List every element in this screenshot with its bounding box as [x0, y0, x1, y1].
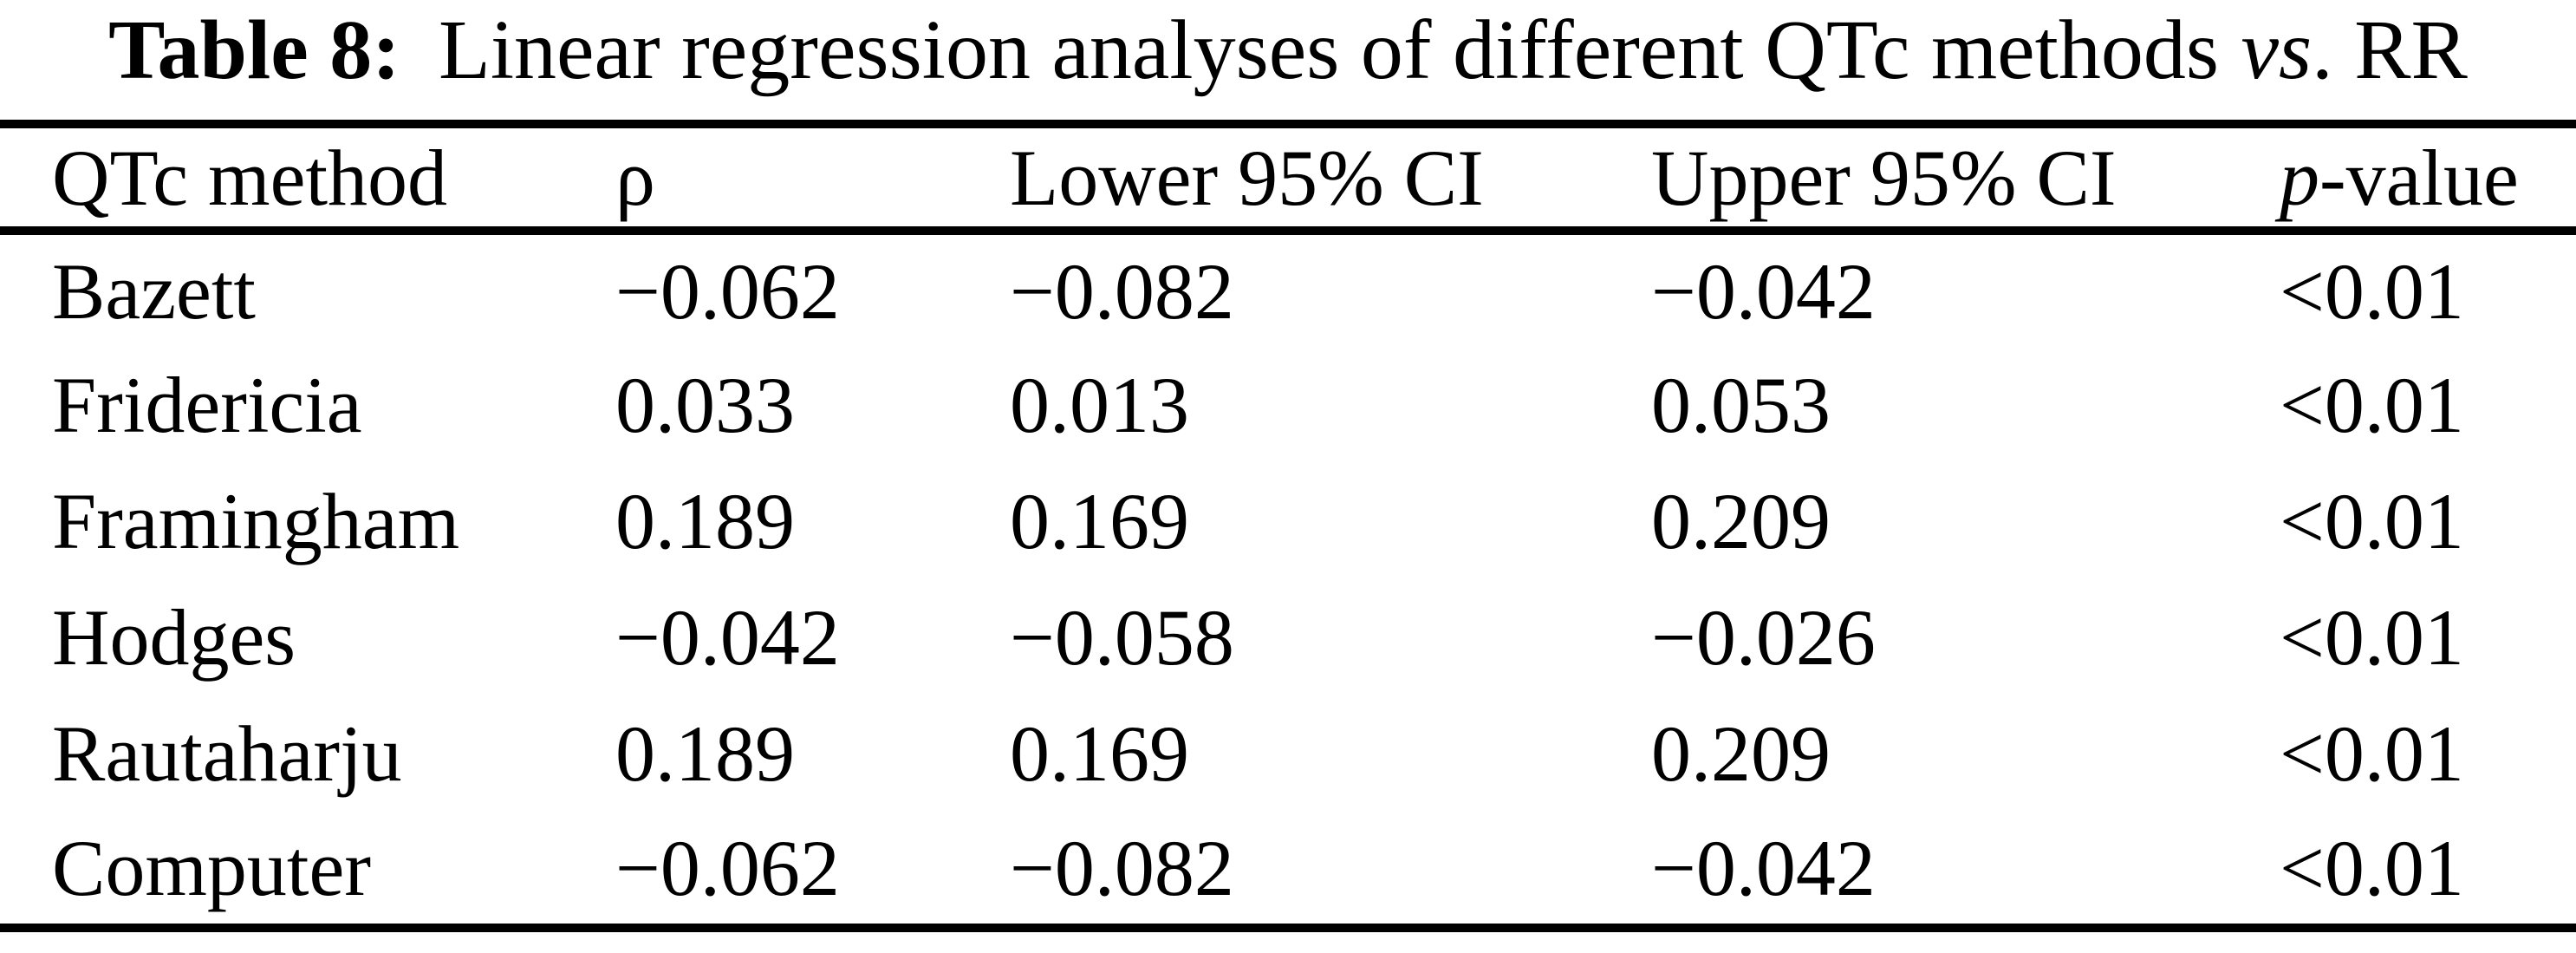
column-header-p-value: p-value: [2280, 124, 2576, 235]
column-header-qtc-method: QTc method: [0, 124, 615, 235]
column-header-lower-ci: Lower 95% CI: [1010, 124, 1651, 235]
table-row-computer: Computer −0.062 −0.082 −0.042 <0.01: [0, 812, 2576, 928]
cell-rho: −0.062: [615, 246, 840, 336]
cell-upper-ci: 0.053: [1651, 361, 1831, 449]
cell-rho: −0.062: [615, 823, 840, 912]
cell-lower-ci: −0.082: [1010, 823, 1234, 912]
p-value-header-italic-p: p: [2280, 133, 2319, 222]
cell-method: Bazett: [52, 246, 256, 336]
table-row-fridericia: Fridericia 0.033 0.013 0.053 <0.01: [0, 347, 2576, 463]
cell-upper-ci: −0.026: [1651, 593, 1876, 682]
cell-p-value: <0.01: [2280, 477, 2464, 565]
cell-upper-ci: −0.042: [1651, 823, 1876, 912]
cell-rho: −0.042: [615, 593, 840, 682]
cell-lower-ci: −0.058: [1010, 593, 1234, 682]
cell-lower-ci: 0.169: [1010, 709, 1189, 798]
column-header-rho: ρ: [615, 124, 1010, 235]
table-caption-text: Linear regression analyses of different …: [438, 3, 2220, 97]
table-row-bazett: Bazett −0.062 −0.082 −0.042 <0.01: [0, 231, 2576, 347]
p-value-header-rest: -value: [2319, 133, 2519, 222]
cell-method: Fridericia: [52, 361, 362, 449]
cell-lower-ci: 0.013: [1010, 361, 1189, 449]
cell-p-value: <0.01: [2280, 823, 2464, 912]
cell-lower-ci: 0.169: [1010, 477, 1189, 565]
table-caption-tail: . RR: [2312, 3, 2468, 97]
cell-upper-ci: −0.042: [1651, 246, 1876, 336]
cell-rho: 0.189: [615, 709, 795, 798]
cell-method: Hodges: [52, 593, 296, 682]
table-header-row: QTc method ρ Lower 95% CI Upper 95% CI p…: [0, 124, 2576, 235]
cell-p-value: <0.01: [2280, 361, 2464, 449]
table-caption-label: Table 8:: [108, 3, 400, 97]
cell-method: Framingham: [52, 477, 460, 565]
regression-results-table: QTc method ρ Lower 95% CI Upper 95% CI p…: [0, 120, 2576, 932]
table-caption: Table 8: Linear regression analyses of di…: [0, 0, 2576, 120]
cell-method: Computer: [52, 823, 371, 912]
table-row-framingham: Framingham 0.189 0.169 0.209 <0.01: [0, 463, 2576, 579]
table-row-rautaharju: Rautaharju 0.189 0.169 0.209 <0.01: [0, 695, 2576, 812]
table-row-hodges: Hodges −0.042 −0.058 −0.026 <0.01: [0, 579, 2576, 695]
cell-upper-ci: 0.209: [1651, 709, 1831, 798]
cell-p-value: <0.01: [2280, 246, 2464, 336]
column-header-upper-ci: Upper 95% CI: [1651, 124, 2280, 235]
cell-p-value: <0.01: [2280, 593, 2464, 682]
cell-method: Rautaharju: [52, 709, 402, 798]
cell-upper-ci: 0.209: [1651, 477, 1831, 565]
cell-rho: 0.033: [615, 361, 795, 449]
cell-rho: 0.189: [615, 477, 795, 565]
table-caption-vs: vs: [2241, 3, 2313, 97]
cell-p-value: <0.01: [2280, 709, 2464, 798]
cell-lower-ci: −0.082: [1010, 246, 1234, 336]
